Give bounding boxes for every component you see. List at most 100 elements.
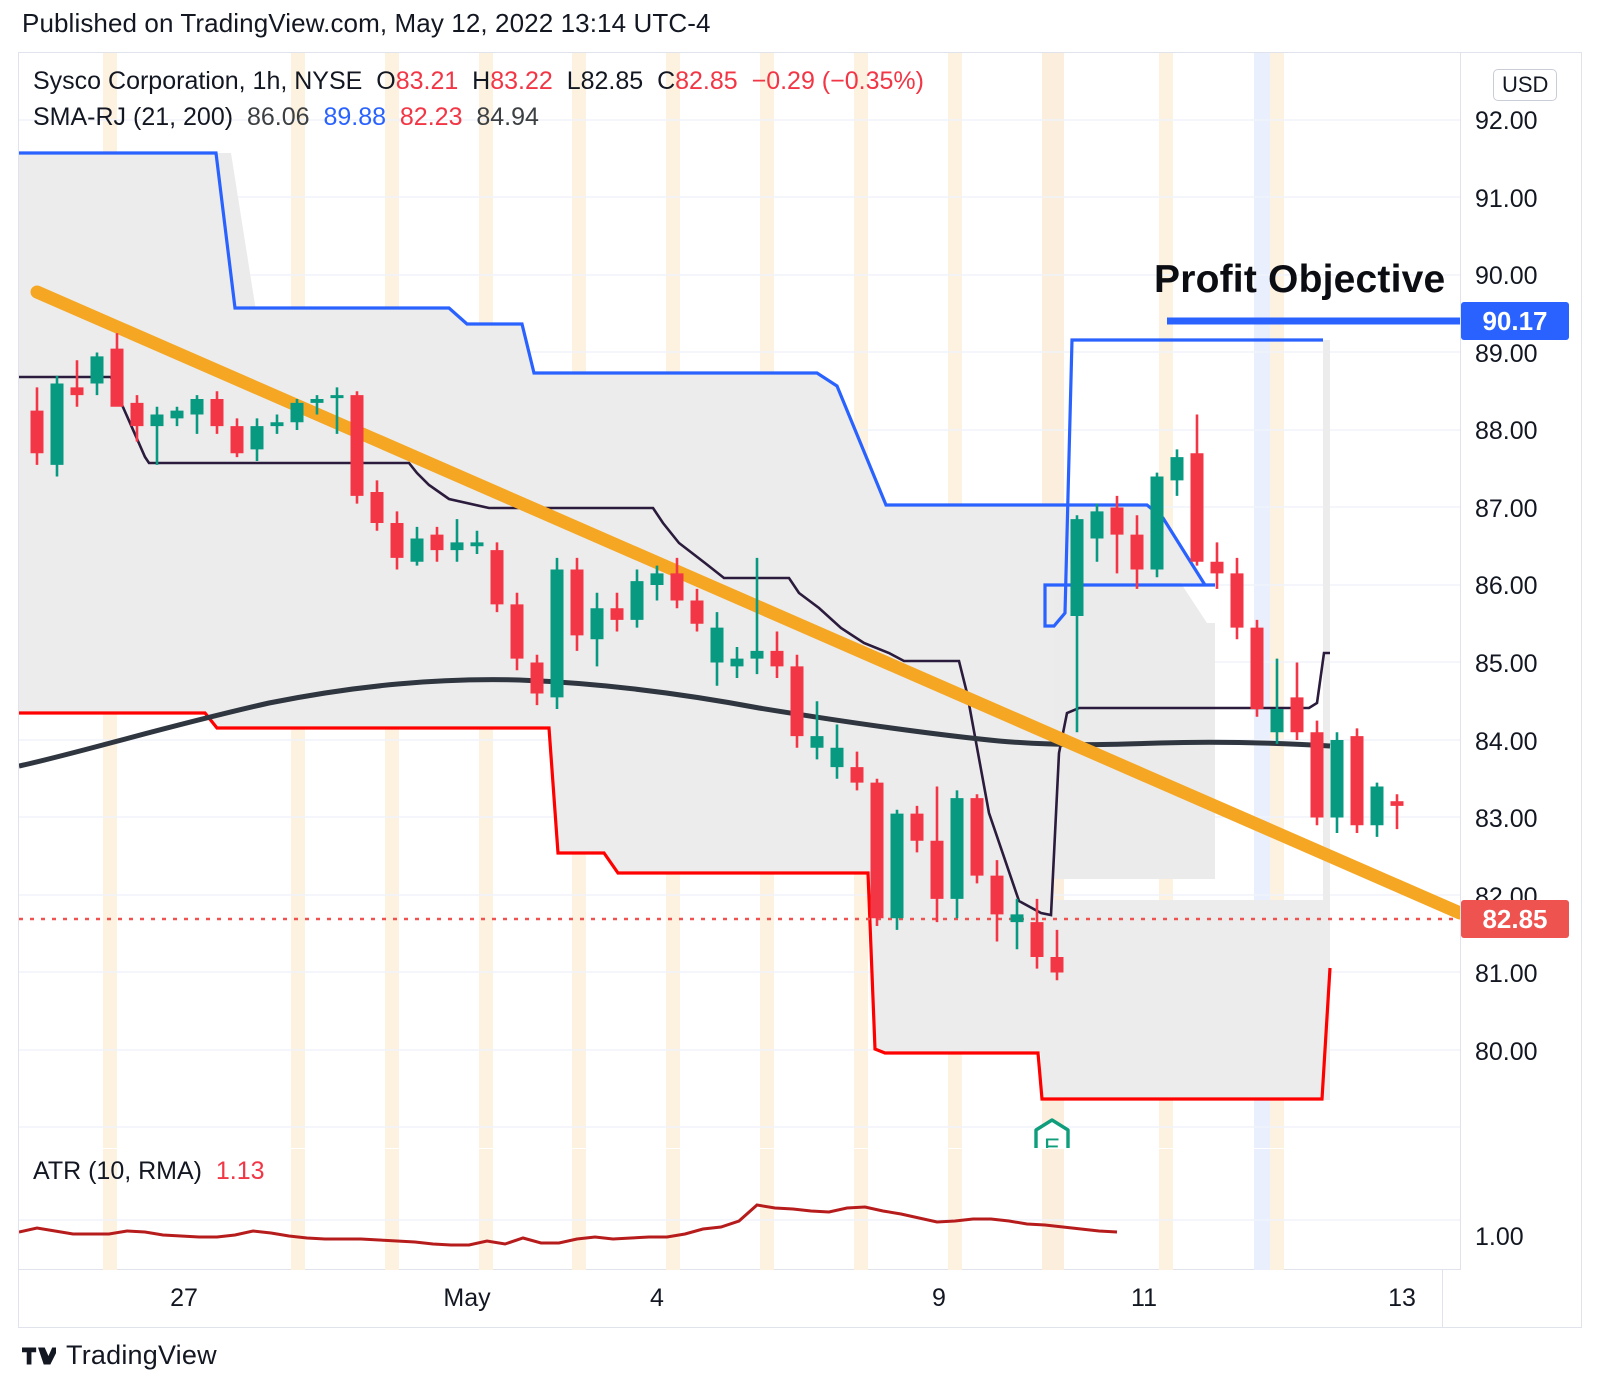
candlestick <box>470 530 484 554</box>
price-pane[interactable]: E Sysco Corporation, 1h, NYSE O83.21 H83… <box>19 53 1460 1148</box>
candlestick <box>1330 732 1344 833</box>
candlestick <box>270 414 284 434</box>
candlestick <box>50 375 64 477</box>
candlestick <box>1090 503 1104 562</box>
footer: TradingView <box>22 1340 217 1371</box>
candlestick <box>1170 449 1184 496</box>
candlestick <box>590 592 604 667</box>
candlestick <box>850 751 864 791</box>
upper-channel-line <box>19 151 1323 628</box>
atr-session-bands <box>103 1149 1284 1271</box>
candlestick <box>290 399 304 430</box>
candlestick <box>70 360 84 407</box>
candlestick <box>870 778 884 926</box>
candlestick-series <box>30 333 1404 981</box>
candlestick <box>710 612 724 686</box>
candlestick <box>1150 472 1164 578</box>
price-tick: 80.00 <box>1475 1038 1538 1066</box>
price-tick: 92.00 <box>1475 107 1538 135</box>
time-scale-separator <box>1442 1270 1443 1327</box>
channel-shaded-area <box>19 153 1330 1100</box>
atr-tick: 1.00 <box>1475 1223 1524 1251</box>
candlestick <box>990 860 1004 942</box>
earnings-marker-label: E <box>1044 1134 1060 1148</box>
candlestick <box>1130 515 1144 589</box>
candlestick <box>1350 728 1364 833</box>
candlestick <box>1270 658 1284 744</box>
candlestick <box>1310 720 1324 826</box>
candlestick <box>190 395 204 434</box>
candlestick <box>830 724 844 779</box>
candlestick <box>690 588 704 632</box>
candlestick <box>910 805 924 853</box>
lower-channel-line <box>19 711 1332 1101</box>
candlestick <box>890 809 904 930</box>
time-tick: 27 <box>170 1284 198 1312</box>
time-scale[interactable]: 27 May 4 9 11 13 <box>18 1270 1582 1328</box>
candlestick <box>1030 898 1044 969</box>
candlestick <box>1190 414 1204 566</box>
price-tick: 86.00 <box>1475 572 1538 600</box>
time-tick: 4 <box>650 1284 664 1312</box>
candlestick <box>630 569 644 628</box>
candlestick <box>770 631 784 678</box>
candlestick <box>930 786 944 923</box>
candlestick <box>330 387 344 434</box>
profit-objective-badge: 90.17 <box>1461 302 1569 340</box>
candlestick <box>350 391 364 504</box>
atr-line <box>19 1203 1118 1247</box>
price-tick: 81.00 <box>1475 960 1538 988</box>
candlestick <box>1290 662 1304 740</box>
candlestick <box>250 418 264 461</box>
candlestick <box>530 654 544 706</box>
time-tick: 13 <box>1388 1284 1416 1312</box>
candlestick <box>1210 542 1224 589</box>
candlestick <box>570 557 584 651</box>
candlestick <box>1050 929 1064 981</box>
published-caption: Published on TradingView.com, May 12, 20… <box>22 8 711 38</box>
candlestick <box>310 395 324 415</box>
candlestick <box>730 647 744 678</box>
candlestick <box>490 542 504 613</box>
currency-badge: USD <box>1493 69 1558 101</box>
price-tick: 89.00 <box>1475 340 1538 368</box>
candlestick <box>970 794 984 884</box>
price-tick: 83.00 <box>1475 805 1538 833</box>
atr-pane[interactable]: ATR (10, RMA) 1.13 <box>19 1149 1460 1271</box>
candlestick <box>110 333 124 407</box>
candlestick <box>450 519 464 562</box>
candlestick <box>810 701 824 760</box>
candlestick <box>1070 515 1084 733</box>
earnings-marker[interactable]: E <box>1034 1118 1070 1148</box>
last-price-badge: 82.85 <box>1461 900 1569 938</box>
time-tick: 11 <box>1131 1284 1157 1312</box>
candlestick <box>1370 782 1384 837</box>
time-tick: 9 <box>932 1284 946 1312</box>
candlestick <box>610 592 624 632</box>
price-scale[interactable]: USD 92.00 91.00 90.00 89.00 88.00 87.00 … <box>1460 53 1581 1271</box>
candlestick <box>410 526 424 566</box>
atr-value: 1.13 <box>215 1157 265 1185</box>
candlestick <box>670 557 684 609</box>
candlestick <box>430 526 444 562</box>
tradingview-logo-icon <box>22 1347 56 1364</box>
candlestick <box>30 387 44 465</box>
candlestick <box>150 406 164 465</box>
candlestick <box>390 511 404 570</box>
trendline <box>30 285 1460 920</box>
candlestick <box>510 592 524 671</box>
price-tick: 90.00 <box>1475 262 1538 290</box>
candlestick <box>170 406 184 427</box>
candlestick <box>230 418 244 458</box>
atr-legend: ATR (10, RMA) 1.13 <box>33 1157 265 1186</box>
atr-plot-svg <box>19 1149 1460 1271</box>
indicator-overlay-svg: E <box>19 151 1460 1148</box>
price-tick: 88.00 <box>1475 417 1538 445</box>
candlestick <box>90 352 104 396</box>
price-tick: 85.00 <box>1475 650 1538 678</box>
candlestick <box>130 395 144 442</box>
candlestick <box>1390 794 1404 830</box>
candlestick <box>950 790 964 919</box>
candlestick <box>1230 557 1244 640</box>
sma200-line <box>19 677 1331 769</box>
